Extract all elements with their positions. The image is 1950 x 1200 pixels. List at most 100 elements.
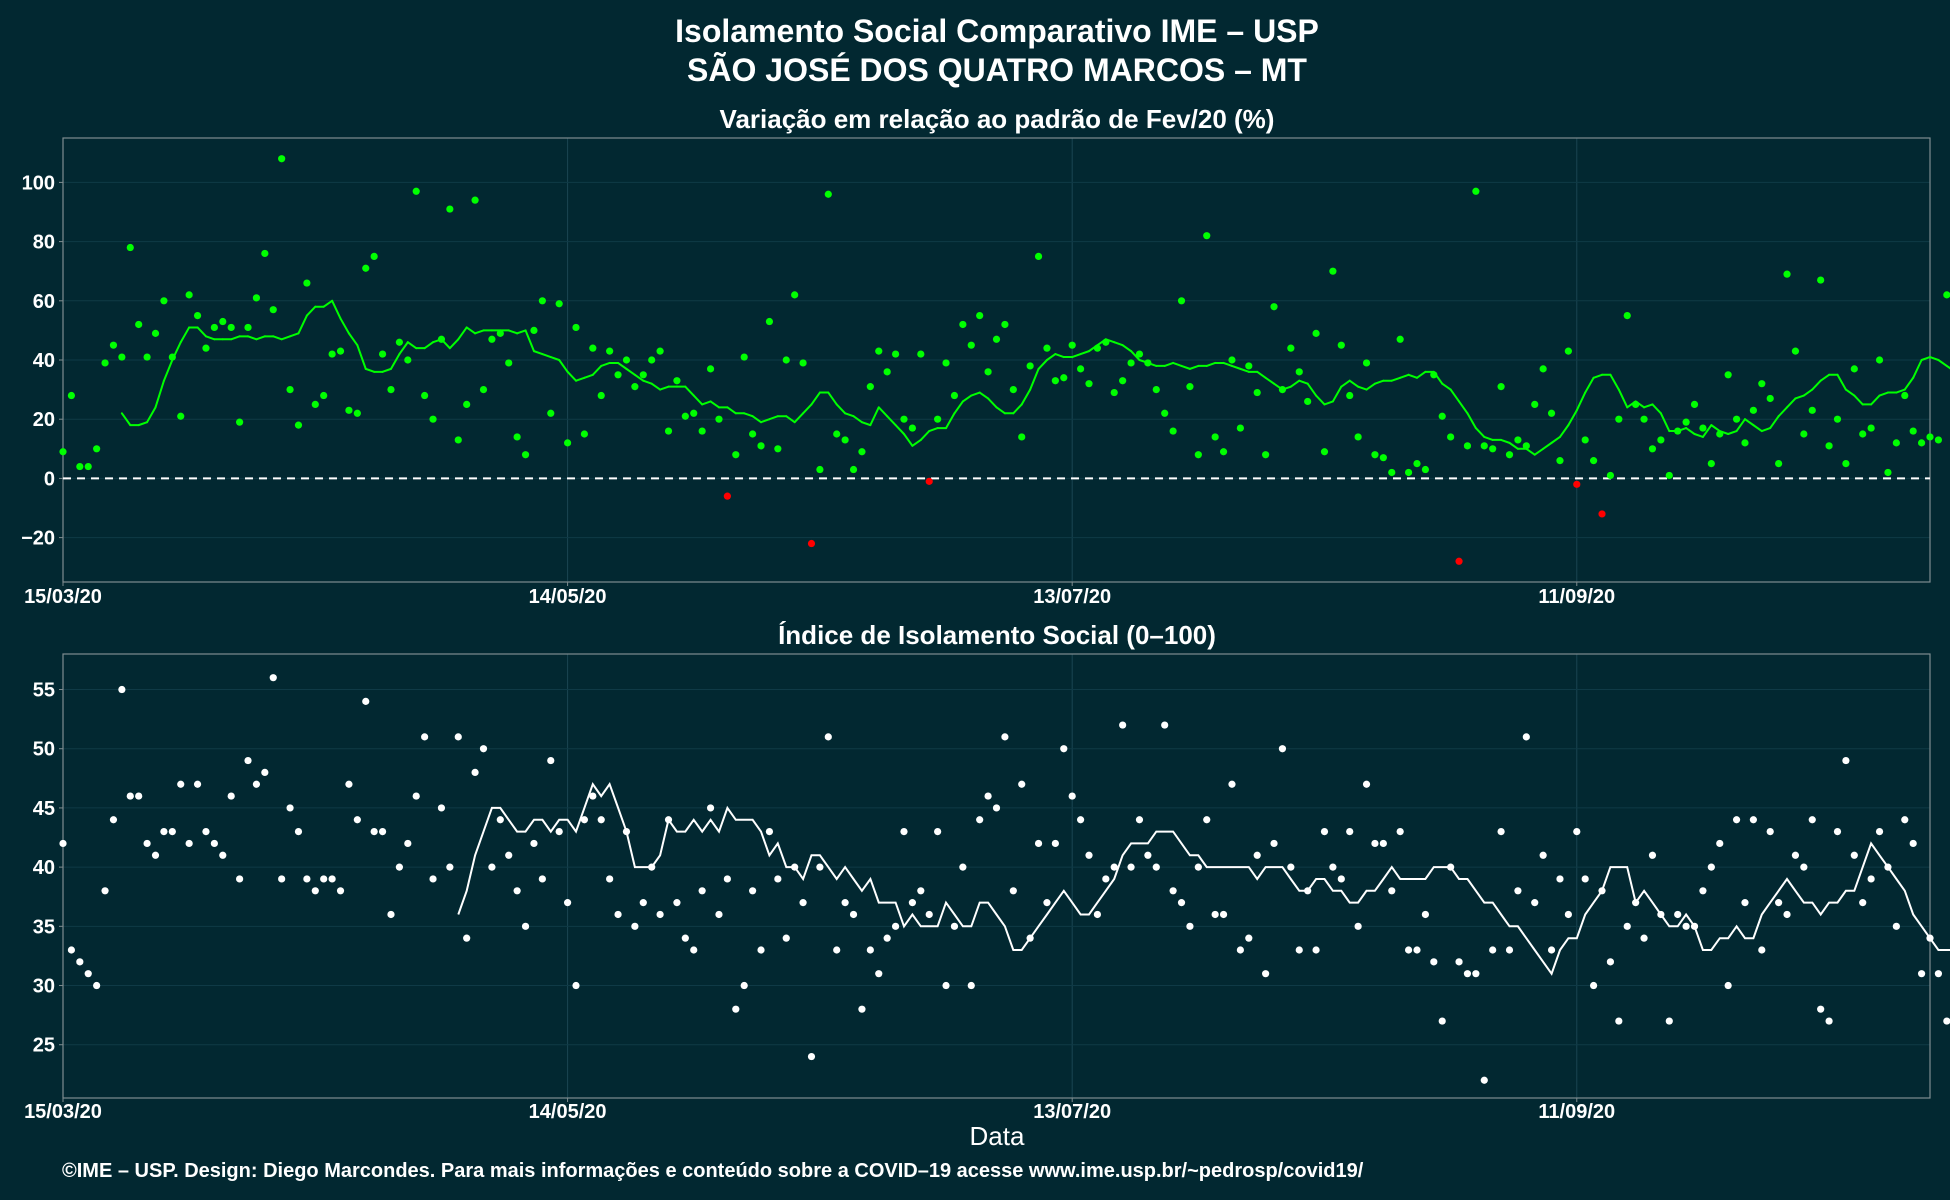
data-point xyxy=(76,462,84,471)
data-point xyxy=(261,249,269,258)
main-title-line-2: SÃO JOSÉ DOS QUATRO MARCOS – MT xyxy=(687,52,1307,88)
data-point xyxy=(1211,910,1219,919)
data-point xyxy=(1606,471,1615,480)
panel-2-title: Índice de Isolamento Social (0–100) xyxy=(778,620,1216,650)
moving-average-segment xyxy=(1945,364,1950,370)
data-point xyxy=(202,344,210,352)
data-point xyxy=(1388,468,1396,477)
data-point xyxy=(236,875,244,883)
moving-average-segment xyxy=(1769,415,1780,430)
moving-average-segment xyxy=(810,391,821,406)
moving-average-segment xyxy=(995,406,1006,415)
data-point xyxy=(210,839,218,848)
moving-average-segment xyxy=(726,406,737,415)
data-point xyxy=(673,899,681,907)
moving-average-segment xyxy=(179,326,191,344)
data-point xyxy=(1564,347,1572,355)
data-point xyxy=(1522,442,1530,450)
data-point xyxy=(664,427,673,435)
moving-average-segment xyxy=(1811,379,1822,391)
data-point xyxy=(1076,365,1085,373)
data-point xyxy=(1590,457,1598,465)
data-point xyxy=(1800,863,1808,871)
data-point xyxy=(118,685,126,694)
moving-average-segment xyxy=(1054,353,1065,359)
data-point xyxy=(1556,875,1564,883)
data-point xyxy=(807,1052,816,1061)
data-point xyxy=(219,317,227,326)
data-point xyxy=(345,406,353,414)
data-point xyxy=(1085,851,1093,859)
data-point xyxy=(589,792,597,800)
data-point xyxy=(505,851,513,859)
data-point xyxy=(908,424,917,432)
data-point xyxy=(1068,792,1076,800)
moving-average-segment xyxy=(1441,382,1452,391)
moving-average-segment xyxy=(1407,373,1418,379)
data-point xyxy=(320,391,328,400)
data-point xyxy=(942,981,950,990)
moving-average-segment xyxy=(272,335,283,341)
y-tick-label: 40 xyxy=(33,857,55,879)
moving-average-segment xyxy=(1651,403,1662,415)
data-point xyxy=(656,910,664,919)
data-point xyxy=(1026,934,1034,942)
y-tick-label: 80 xyxy=(33,232,55,254)
data-point xyxy=(1085,380,1093,388)
y-tick-label: 45 xyxy=(33,798,55,820)
moving-average-segment xyxy=(541,353,552,359)
data-point xyxy=(1598,887,1606,895)
data-point xyxy=(900,828,908,836)
data-point xyxy=(1413,946,1421,954)
data-point xyxy=(1245,934,1253,942)
data-point xyxy=(622,356,631,364)
data-point xyxy=(1732,816,1741,824)
data-point xyxy=(1825,442,1833,450)
data-point xyxy=(1135,816,1144,824)
data-point xyxy=(143,839,151,848)
footer-caption: ©IME – USP. Design: Diego Marcondes. Par… xyxy=(62,1160,1364,1182)
data-point xyxy=(1943,291,1950,299)
moving-average-segment xyxy=(625,367,636,376)
data-point xyxy=(1219,910,1228,919)
moving-average-segment xyxy=(1012,403,1023,415)
moving-average-segment xyxy=(709,400,720,409)
data-point xyxy=(353,816,361,824)
moving-average-segment xyxy=(448,338,460,350)
data-point xyxy=(799,359,807,367)
data-point xyxy=(1522,733,1530,741)
data-point xyxy=(934,828,942,836)
data-point xyxy=(824,733,832,741)
data-point xyxy=(1833,828,1842,836)
data-point xyxy=(1615,1017,1623,1025)
data-point xyxy=(1278,386,1287,394)
data-point xyxy=(1388,887,1396,895)
data-point xyxy=(639,371,647,379)
moving-average-segment xyxy=(1373,379,1385,385)
data-point xyxy=(84,462,92,471)
data-point xyxy=(1943,1017,1950,1025)
data-point xyxy=(1177,297,1186,305)
moving-average-segment xyxy=(1323,400,1334,406)
data-point xyxy=(1758,380,1766,388)
data-point xyxy=(706,365,715,373)
data-point xyxy=(723,875,731,883)
data-point xyxy=(1917,439,1926,447)
data-point xyxy=(1766,394,1774,403)
data-point xyxy=(1177,899,1186,907)
data-point xyxy=(1775,899,1783,907)
data-point xyxy=(1144,359,1152,367)
data-point xyxy=(1354,433,1362,441)
moving-average-segment xyxy=(1399,373,1410,379)
data-point xyxy=(908,899,917,907)
data-point xyxy=(362,264,370,272)
data-point xyxy=(1371,839,1379,848)
data-point xyxy=(1724,981,1732,990)
data-point xyxy=(1253,388,1261,397)
data-point xyxy=(1186,922,1194,930)
panel-frame xyxy=(62,653,1931,1099)
moving-average-segment xyxy=(297,314,308,335)
moving-average-segment xyxy=(255,335,266,341)
moving-average-segment xyxy=(1558,424,1570,438)
moving-average-segment xyxy=(1205,361,1217,367)
